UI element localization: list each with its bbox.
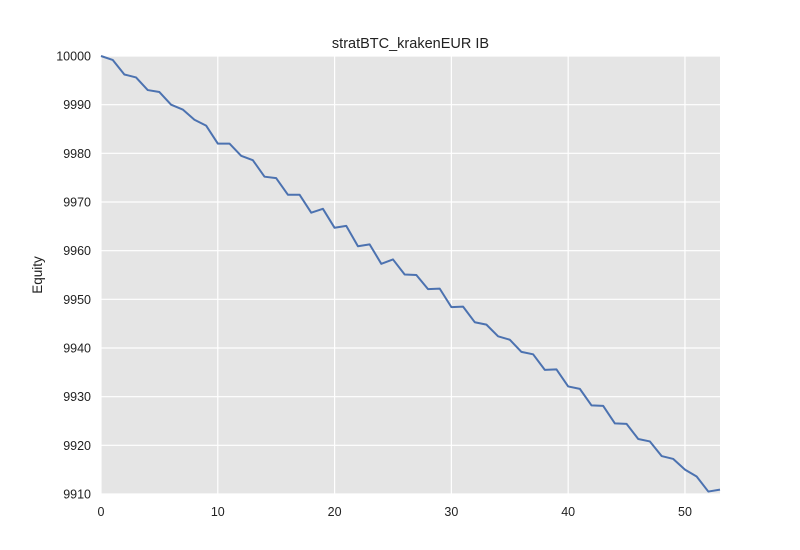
y-tick-label: 9940 (63, 342, 91, 356)
y-tick-label: 9990 (63, 98, 91, 112)
grid (100, 55, 720, 495)
chart-title: stratBTC_krakenEUR IB (332, 36, 489, 52)
y-tick-label: 9950 (63, 293, 91, 307)
y-tick-label: 9930 (63, 390, 91, 404)
x-tick-label: 10 (211, 505, 225, 519)
y-tick-label: 9960 (63, 244, 91, 258)
y-tick-label: 9970 (63, 196, 91, 210)
y-tick-label: 10000 (56, 50, 91, 64)
tick-labels: 0 10 20 30 40 50 9910 9920 9930 9940 9950 9960 9970 9… (56, 50, 692, 520)
series-layer (100, 55, 721, 493)
equity-series-line (100, 55, 721, 493)
x-tick-label: 50 (678, 505, 692, 519)
y-tick-label: 9920 (63, 439, 91, 453)
y-tick-label: 9980 (63, 147, 91, 161)
x-tick-label: 40 (561, 505, 575, 519)
x-tick-label: 20 (328, 505, 342, 519)
x-tick-label: 0 (98, 505, 105, 519)
y-tick-label: 9910 (63, 488, 91, 502)
y-axis-label: Equity (30, 256, 45, 294)
x-tick-label: 30 (444, 505, 458, 519)
